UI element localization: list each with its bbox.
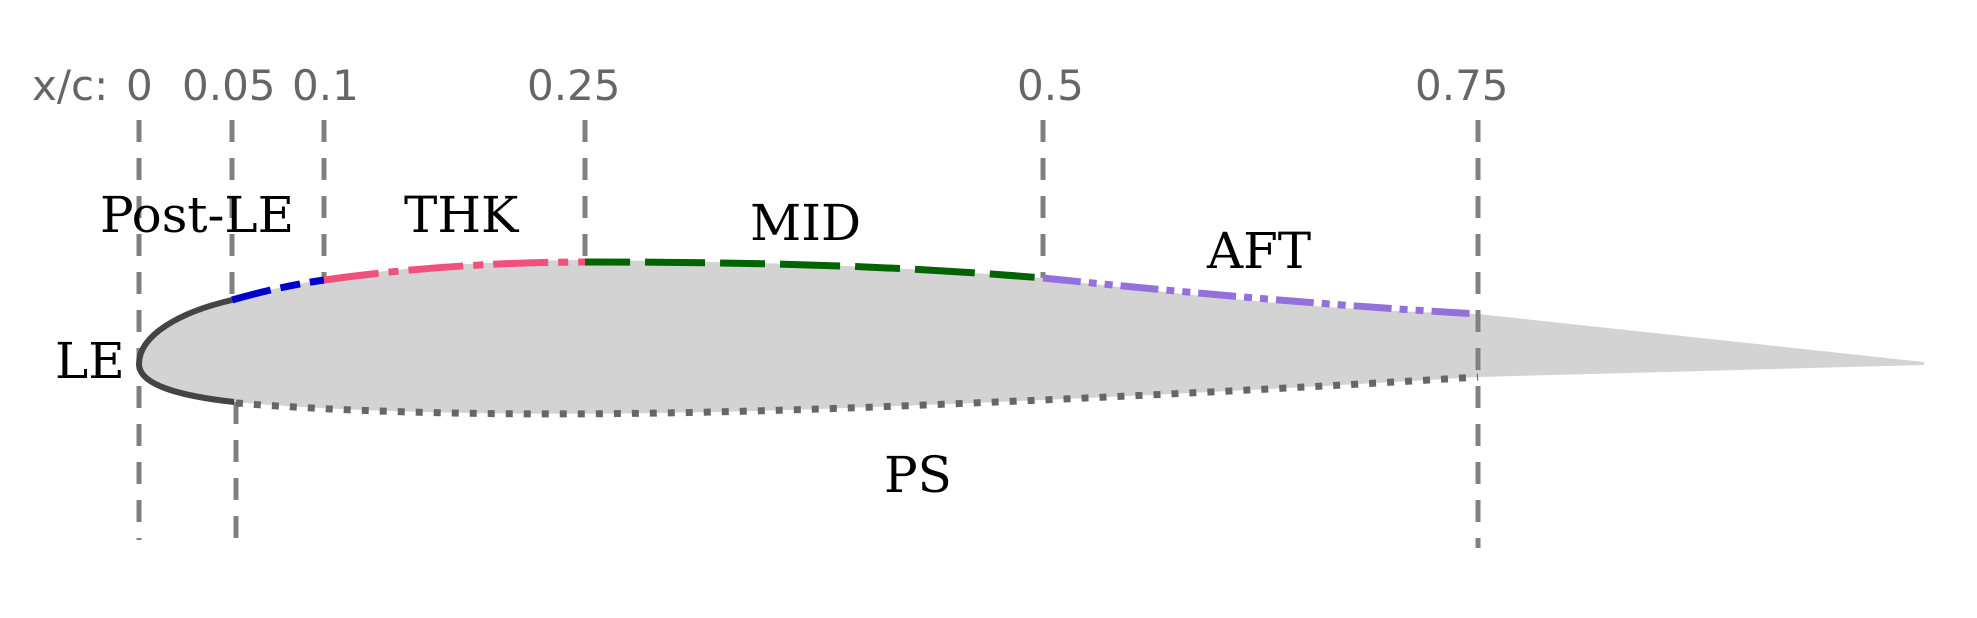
thk-segment: [323, 258, 586, 284]
station-label-0.1: 0.1: [292, 61, 359, 110]
mid-segment: [584, 258, 1044, 282]
region-label-le: LE: [55, 332, 125, 390]
airfoil-body: [139, 260, 1924, 414]
region-label-thk: THK: [404, 186, 520, 244]
station-label-0.05: 0.05: [182, 61, 276, 110]
region-label-post-le: Post-LE: [100, 186, 294, 244]
axis-prefix-label: x/c:: [32, 61, 108, 110]
station-label-0.75: 0.75: [1415, 61, 1509, 110]
station-label-0.5: 0.5: [1017, 61, 1084, 110]
region-label-ps: PS: [884, 446, 952, 504]
region-label-aft: AFT: [1206, 222, 1311, 280]
le-segment: [135, 297, 235, 405]
region-label-mid: MID: [750, 194, 861, 252]
station-label-0: 0: [126, 61, 153, 110]
aft-segment: [1042, 274, 1479, 318]
station-label-0.25: 0.25: [527, 61, 621, 110]
post-le-segment: [231, 276, 325, 304]
